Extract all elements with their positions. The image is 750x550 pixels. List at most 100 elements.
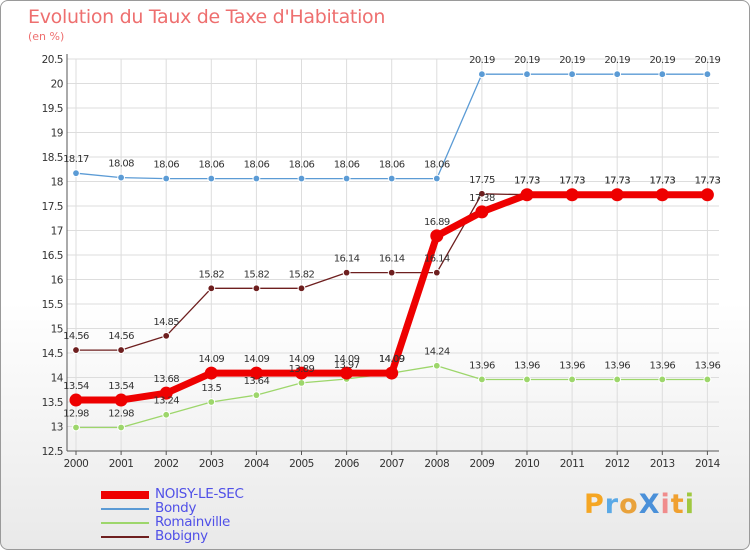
point-bobigny [478,189,486,198]
y-tick-label: 12.5 [42,446,63,458]
legend-label: NOISY-LE-SEC [155,486,244,502]
point-bondy [207,174,216,183]
x-tick-label: 2000 [64,458,89,470]
point-bondy [252,174,261,183]
data-label-bondy: 20.19 [559,55,585,66]
point-bondy [387,174,396,183]
data-label-bobigny: 17.73 [649,176,675,187]
point-noisy-le-sec [295,366,308,380]
point-bondy [297,174,306,183]
logo-letter: r [604,489,620,520]
data-label-bondy: 18.06 [198,160,224,171]
data-label-romainville: 13.24 [153,396,179,407]
legend-swatch-noisy-le-sec [101,491,149,499]
data-label-noisy-le-sec: 13.54 [108,381,134,392]
data-label-bondy: 20.19 [604,55,630,66]
y-tick-label: 19.5 [42,103,63,115]
data-label-bobigny: 14.56 [63,331,89,342]
x-tick-label: 2005 [289,458,314,470]
point-noisy-le-sec [475,205,489,219]
data-label-noisy-le-sec: 13.68 [153,374,179,385]
point-noisy-le-sec [565,188,579,202]
y-tick-label: 14.5 [42,348,63,360]
data-label-noisy-le-sec: 14.09 [334,354,360,365]
series-layer [69,70,714,432]
data-label-romainville: 13.96 [695,360,721,371]
data-label-noisy-le-sec: 14.09 [379,354,405,365]
data-label-bobigny: 17.73 [604,176,630,187]
data-label-noisy-le-sec: 17.73 [649,176,675,187]
legend-swatch-romainville [101,522,149,524]
point-bobigny [432,268,441,277]
point-romainville [658,375,667,384]
data-label-bobigny: 16.14 [334,254,360,265]
point-noisy-le-sec [69,393,83,407]
data-label-bobigny: 16.14 [379,254,405,265]
data-label-romainville: 14.24 [424,347,450,358]
data-label-romainville: 13.89 [289,364,315,375]
data-label-bondy: 18.08 [108,159,134,170]
y-tick-label: 20.5 [42,54,63,66]
legend-label: Bobigny [155,528,208,544]
logo-letter: P [584,489,605,520]
data-label-romainville: 13.64 [244,376,270,387]
point-noisy-le-sec [610,188,624,202]
logo-letter: t [670,489,685,520]
data-label-romainville: 13.96 [559,360,585,371]
y-tick-label: 19 [51,128,63,140]
point-noisy-le-sec [520,188,534,202]
y-tick-label: 16.5 [42,250,63,262]
x-tick-label: 2010 [515,458,540,470]
x-tick-label: 2014 [695,458,721,470]
point-bondy [117,173,125,182]
data-label-bondy: 20.19 [695,55,721,66]
chart-title: Evolution du Taux de Taxe d'Habitation [28,6,386,28]
data-label-bondy: 18.06 [289,160,315,171]
point-noisy-le-sec [655,188,669,202]
y-tick-label: 15.5 [42,299,63,311]
data-label-bondy: 18.17 [63,154,89,165]
data-label-bobigny: 15.82 [198,269,224,280]
point-bondy [613,70,622,79]
data-label-bobigny: 16.14 [424,254,450,265]
legend-label: Bondy [155,500,197,516]
data-label-noisy-le-sec: 14.09 [198,354,224,365]
point-bondy [568,70,576,79]
point-romainville [297,378,306,387]
point-bobigny [342,268,351,277]
point-bondy [703,70,712,79]
data-label-bobigny: 15.82 [289,269,315,280]
data-label-noisy-le-sec: 17.73 [559,176,585,187]
data-label-noisy-le-sec: 17.73 [695,176,721,187]
data-label-bondy: 18.06 [244,160,270,171]
data-label-bondy: 20.19 [649,55,675,66]
data-label-noisy-le-sec: 14.09 [244,354,270,365]
point-bondy [162,174,171,183]
point-romainville [613,375,622,384]
data-label-bondy: 18.06 [424,160,450,171]
data-label-noisy-le-sec: 16.89 [424,217,450,228]
data-label-romainville: 13.96 [604,360,630,371]
data-label-romainville: 12.98 [63,408,89,419]
point-bondy [478,70,486,79]
line-chart: 12.5 13 13.5 14 14.5 15 15.5 16 16.5 17 17.5 18 18.5… [42,54,721,470]
data-label-bondy: 18.06 [334,160,360,171]
x-tick-label: 2003 [199,458,224,470]
point-bondy [523,70,531,79]
point-noisy-le-sec [385,366,399,380]
data-label-romainville: 13.97 [334,360,360,371]
data-label-noisy-le-sec: 17.73 [604,176,630,187]
x-tick-label: 2012 [605,458,630,470]
data-label-romainville: 13.5 [201,383,221,394]
data-label-bondy: 20.19 [514,55,540,66]
y-tick-label: 17.5 [42,201,63,213]
y-tick-label: 16 [51,275,64,287]
point-romainville [72,423,80,432]
point-bondy [342,174,351,183]
data-label-romainville: 13.96 [649,360,675,371]
legend-swatch-bobigny [101,536,149,538]
y-tick-label: 13.5 [42,397,63,409]
logo-letter: i [684,489,695,520]
x-tick-label: 2011 [560,458,585,470]
